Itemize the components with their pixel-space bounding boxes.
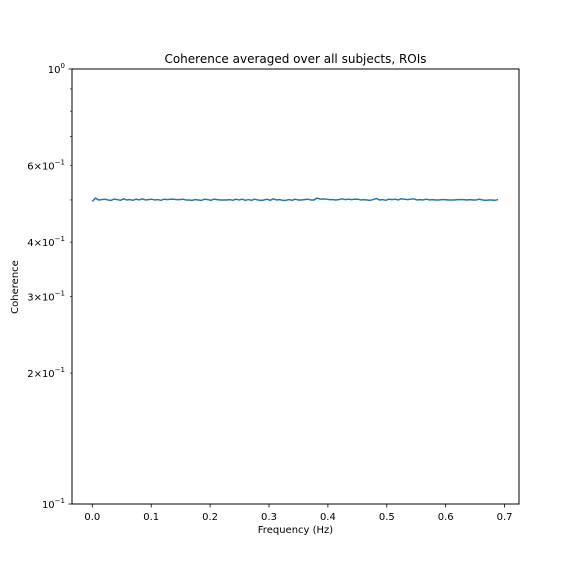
x-tick-label: 0.5	[379, 512, 395, 523]
x-tick-label: 0.4	[320, 512, 336, 523]
chart-title: Coherence averaged over all subjects, RO…	[164, 52, 426, 66]
x-tick-label: 0.6	[438, 512, 454, 523]
plot-area	[71, 68, 520, 505]
x-tick-label: 0.3	[261, 512, 277, 523]
y-axis-label: Coherence	[10, 260, 21, 314]
x-axis: 0.0 0.1 0.2 0.3 0.4 0.5 0.6 0.7	[84, 504, 513, 523]
coherence-series-line	[91, 197, 499, 202]
x-tick-label: 0.1	[143, 512, 159, 523]
x-tick-label: 0.0	[84, 512, 100, 523]
x-tick-label: 0.7	[497, 512, 513, 523]
plot-frame	[71, 68, 520, 505]
series-layer	[91, 197, 499, 202]
x-axis-label: Frequency (Hz)	[258, 525, 334, 536]
x-tick-label: 0.2	[202, 512, 218, 523]
